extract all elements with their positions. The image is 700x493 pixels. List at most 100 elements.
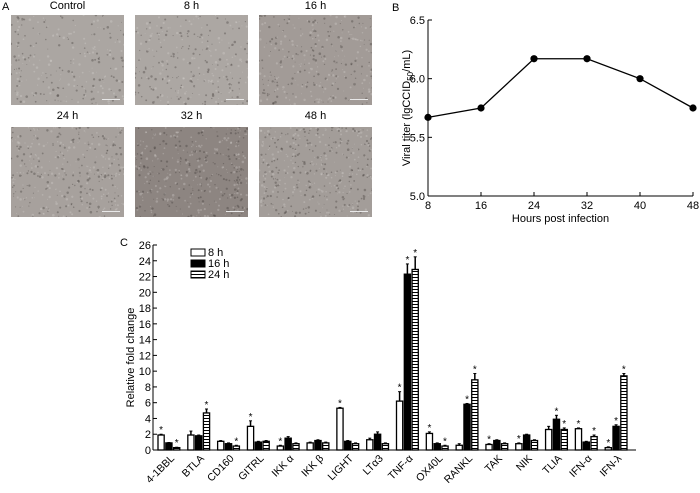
x-tick-label: 8 [425, 200, 431, 212]
y-tick-label: 2 [145, 429, 151, 441]
significance-asterisk: * [175, 438, 179, 449]
bar [455, 444, 463, 451]
significance-asterisk: * [487, 435, 491, 446]
bar [351, 443, 360, 451]
category-label: 4-1BBL [144, 453, 177, 486]
category-label: GITRL [236, 453, 266, 483]
y-tick-label: 6 [145, 398, 151, 410]
bar [292, 443, 300, 451]
y-tick-label: 6.5 [410, 15, 425, 27]
y-tick-label: 18 [139, 303, 151, 315]
panel-b-letter: B [392, 2, 399, 14]
micrograph-label: 32 h [180, 110, 203, 122]
micrograph-label: 24 h [56, 110, 79, 122]
scale-bar [102, 211, 120, 212]
y-tick-label: 26 [139, 240, 151, 252]
micrograph-image [135, 127, 248, 217]
bar [620, 375, 628, 451]
micrograph-image [135, 15, 248, 105]
data-point [583, 55, 591, 63]
x-tick-label: 48 [687, 200, 699, 212]
category-label: RANKL [442, 453, 475, 486]
y-tick-label: 16 [139, 319, 151, 331]
bar [373, 433, 382, 451]
scale-bar [102, 99, 120, 100]
y-axis-label: Relative fold change [125, 308, 137, 408]
significance-asterisk: * [413, 248, 417, 259]
data-point [689, 104, 697, 112]
bar [381, 443, 390, 451]
legend-swatch [190, 270, 206, 279]
data-point [424, 113, 432, 121]
y-tick-label: 8 [145, 382, 151, 394]
significance-asterisk: * [473, 365, 477, 376]
category-label: LTα3 [361, 453, 386, 478]
micrograph-image [259, 127, 372, 217]
bar [441, 445, 449, 451]
panel-a-letter: A [2, 1, 10, 13]
category-label: CD160 [205, 453, 237, 485]
category-label: IKK β [299, 453, 326, 480]
category-label: TLIA [540, 453, 564, 477]
scale-bar [350, 99, 368, 100]
bar [284, 437, 292, 451]
bar [590, 435, 598, 451]
bar [224, 443, 233, 451]
bar [344, 440, 352, 451]
bar [552, 418, 561, 451]
y-tick-label: 4 [145, 413, 151, 425]
bar [493, 439, 501, 451]
legend-swatch [190, 248, 206, 257]
bar [560, 428, 569, 451]
bar [403, 273, 412, 451]
bar [336, 407, 344, 451]
micrograph-label: Control [49, 0, 86, 12]
bar [612, 425, 620, 451]
category-label: LIGHT [326, 452, 357, 483]
legend-label: 8 h [208, 247, 223, 259]
y-tick-label: 10 [139, 366, 151, 378]
y-tick-label: 12 [139, 350, 151, 362]
significance-asterisk: * [427, 423, 431, 434]
category-label: IFN-α [567, 453, 594, 480]
micrograph-label: 48 h [304, 110, 327, 122]
significance-asterisk: * [555, 406, 559, 417]
significance-asterisk: * [159, 425, 163, 436]
significance-asterisk: * [405, 255, 409, 266]
x-tick-label: 32 [581, 200, 593, 212]
bar [395, 400, 404, 451]
y-tick-label: 0 [145, 445, 151, 457]
x-tick-label: 40 [634, 200, 646, 212]
micrograph-image [11, 15, 124, 105]
y-tick-label: 20 [139, 287, 151, 299]
significance-asterisk: * [606, 438, 610, 449]
bar [433, 443, 441, 451]
y-tick-label: 5.0 [410, 191, 425, 203]
significance-asterisk: * [517, 434, 521, 445]
significance-asterisk: * [338, 398, 342, 409]
bar [544, 428, 553, 451]
category-label: BTLA [180, 453, 207, 480]
y-tick-label: 22 [139, 272, 151, 284]
significance-asterisk: * [577, 419, 581, 430]
bar [165, 442, 173, 451]
bar [366, 439, 374, 451]
legend-label: 16 h [208, 258, 229, 270]
significance-asterisk: * [622, 365, 626, 376]
micrograph-image [259, 15, 372, 105]
bar [530, 439, 539, 451]
bar [463, 403, 471, 451]
bar [322, 442, 330, 451]
significance-asterisk: * [205, 400, 209, 411]
data-point [636, 75, 644, 83]
bar [262, 440, 270, 451]
y-tick-label: 14 [139, 335, 151, 347]
bar [500, 443, 509, 451]
bar [582, 441, 591, 451]
bar [246, 425, 255, 451]
category-label: IFN-λ [598, 452, 625, 479]
y-tick-label: 6.0 [410, 74, 425, 86]
bar [216, 440, 225, 451]
category-label: TAK [483, 453, 505, 475]
significance-asterisk: * [592, 426, 596, 437]
